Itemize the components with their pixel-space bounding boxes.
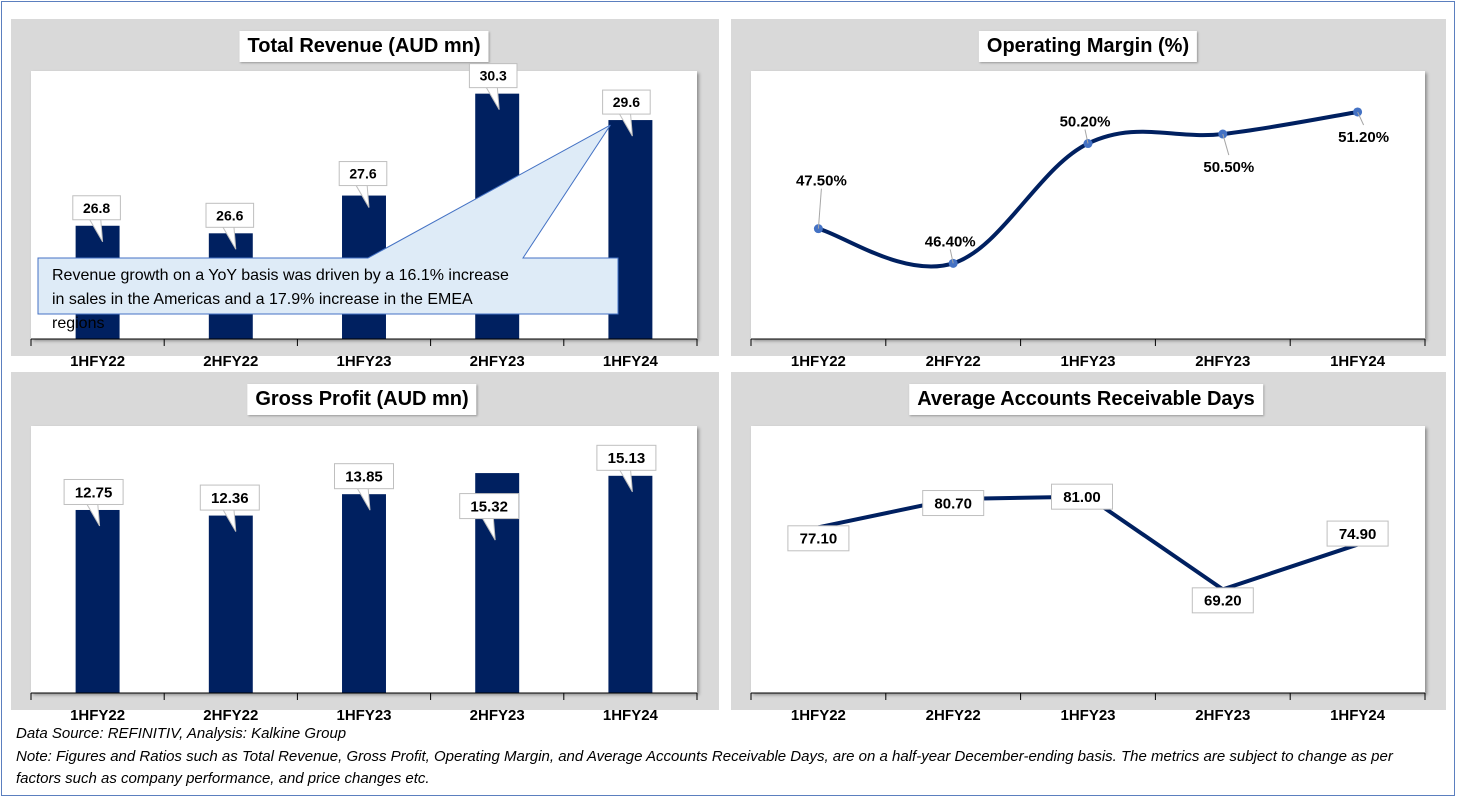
margin-x-tick-label: 1HFY23 xyxy=(1060,353,1115,370)
revenue-x-tick-label: 1HFY24 xyxy=(603,353,659,370)
ar-data-label-text: 77.10 xyxy=(800,531,838,548)
ar-data-label: 69.20 xyxy=(1191,587,1254,614)
revenue-x-tick-label: 1HFY22 xyxy=(70,353,125,370)
margin-leader-line xyxy=(1222,133,1230,156)
margin-data-label: 50.50% xyxy=(1203,159,1254,176)
gross-data-label: 13.85 xyxy=(334,463,394,511)
methodology-note: Note: Figures and Ratios such as Total R… xyxy=(16,748,1393,787)
ar-data-label: 77.10 xyxy=(787,525,850,552)
margin-x-tick-label: 2HFY23 xyxy=(1195,353,1250,370)
margin-leader-line xyxy=(1084,129,1089,144)
revenue-x-tick-label: 1HFY23 xyxy=(336,353,391,370)
margin-data-label: 46.40% xyxy=(925,233,976,250)
margin-leader-line xyxy=(1357,111,1365,126)
ar-chart-title: Average Accounts Receivable Days xyxy=(909,384,1263,415)
gross-x-tick-label: 1HFY22 xyxy=(70,707,125,724)
margin-x-tick-label: 1HFY24 xyxy=(1330,353,1386,370)
revenue-data-label-text: 29.6 xyxy=(613,94,640,110)
ar-data-label-text: 74.90 xyxy=(1339,526,1377,543)
ar-panel: Average Accounts Receivable Days 1HFY22 2… xyxy=(731,372,1446,724)
revenue-x-tick-label: 2HFY22 xyxy=(203,353,258,370)
ar-x-tick-label: 2HFY22 xyxy=(926,707,981,724)
revenue-data-label: 26.6 xyxy=(205,202,255,250)
revenue-data-label-text: 27.6 xyxy=(349,166,376,182)
gross-data-label-text: 12.36 xyxy=(211,490,249,507)
margin-data-label: 51.20% xyxy=(1338,129,1389,146)
gross-bar xyxy=(208,515,253,693)
gross-panel: Gross Profit (AUD mn) 1HFY22 2HFY22 1HFY23… xyxy=(11,372,719,724)
revenue-data-label: 30.3 xyxy=(468,63,518,110)
margin-plot-area xyxy=(751,71,1425,339)
margin-x-tick-label: 1HFY22 xyxy=(791,353,846,370)
revenue-annotation-text: regions xyxy=(52,315,104,332)
ar-data-label: 80.70 xyxy=(922,490,985,517)
gross-x-tick-label: 2HFY22 xyxy=(203,707,258,724)
revenue-chart-title: Total Revenue (AUD mn) xyxy=(239,31,489,62)
gross-bar xyxy=(75,509,120,693)
ar-data-label: 74.90 xyxy=(1326,520,1389,547)
ar-data-label-text: 81.00 xyxy=(1063,489,1101,506)
gross-x-tick-label: 2HFY23 xyxy=(470,707,525,724)
ar-data-label: 81.00 xyxy=(1051,483,1113,510)
revenue-data-label-text: 30.3 xyxy=(480,68,507,84)
ar-x-tick-label: 1HFY24 xyxy=(1330,707,1386,724)
revenue-annotation-text: in sales in the Americas and a 17.9% inc… xyxy=(52,291,473,308)
gross-data-label: 12.36 xyxy=(199,484,260,532)
revenue-data-label-text: 26.8 xyxy=(83,200,110,216)
ar-x-tick-label: 1HFY23 xyxy=(1060,707,1115,724)
revenue-data-label: 27.6 xyxy=(338,161,388,208)
ar-chart: 1HFY22 2HFY22 1HFY23 2HFY23 1HFY24 77.10 80.70… xyxy=(750,483,1426,724)
revenue-panel: Total Revenue (AUD mn) 1HFY22 2HFY22 1HFY2… xyxy=(11,19,719,370)
revenue-data-label: 26.8 xyxy=(72,195,121,243)
margin-panel: Operating Margin (%) 1HFY22 2HFY22 1HFY23 2… xyxy=(731,19,1446,370)
gross-data-label-text: 15.32 xyxy=(470,498,508,515)
margin-chart-title: Operating Margin (%) xyxy=(978,31,1198,62)
gross-bar xyxy=(608,475,653,693)
data-source-note: Data Source: REFINITIV, Analysis: Kalkin… xyxy=(16,725,347,742)
revenue-chart: 1HFY22 2HFY22 1HFY23 2HFY23 1HFY24 26.8 26.6 27… xyxy=(30,63,698,370)
gross-bar xyxy=(342,494,386,693)
margin-data-label: 50.20% xyxy=(1060,114,1111,131)
revenue-annotation-text: Revenue growth on a YoY basis was driven… xyxy=(52,267,509,284)
gross-data-label: 15.32 xyxy=(459,493,520,541)
margin-chart: 1HFY22 2HFY22 1HFY23 2HFY23 1HFY24 47.50% 46.4… xyxy=(750,107,1426,370)
ar-x-tick-label: 1HFY22 xyxy=(791,707,846,724)
margin-point xyxy=(948,258,958,268)
ar-data-label-text: 69.20 xyxy=(1204,593,1242,610)
margin-series-line xyxy=(817,110,1358,269)
gross-data-label-text: 13.85 xyxy=(345,469,383,486)
revenue-annotation-callout: Revenue growth on a YoY basis was driven… xyxy=(37,124,619,332)
gross-x-tick-label: 1HFY24 xyxy=(603,707,659,724)
ar-data-label-text: 80.70 xyxy=(934,495,972,512)
margin-data-label: 47.50% xyxy=(796,173,847,190)
ar-x-tick-label: 2HFY23 xyxy=(1195,707,1250,724)
gross-data-label-text: 15.13 xyxy=(608,450,646,467)
gross-chart: 1HFY22 2HFY22 1HFY23 2HFY23 1HFY24 12.75 12.36… xyxy=(30,444,698,724)
gross-chart-title: Gross Profit (AUD mn) xyxy=(247,384,477,415)
gross-data-label-text: 12.75 xyxy=(75,484,113,501)
margin-leader-line xyxy=(817,188,822,229)
margin-x-tick-label: 2HFY22 xyxy=(926,353,981,370)
margin-leader-line xyxy=(949,249,954,264)
gross-x-tick-label: 1HFY23 xyxy=(336,707,391,724)
revenue-data-label: 29.6 xyxy=(602,89,651,137)
gross-data-label: 12.75 xyxy=(63,478,124,527)
gross-data-label: 15.13 xyxy=(596,444,657,493)
ar-series-line xyxy=(817,494,1359,592)
revenue-x-tick-label: 2HFY23 xyxy=(470,353,525,370)
revenue-data-label-text: 26.6 xyxy=(216,207,243,223)
